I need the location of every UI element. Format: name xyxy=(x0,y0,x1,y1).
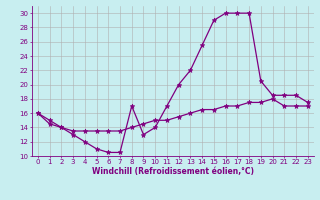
X-axis label: Windchill (Refroidissement éolien,°C): Windchill (Refroidissement éolien,°C) xyxy=(92,167,254,176)
